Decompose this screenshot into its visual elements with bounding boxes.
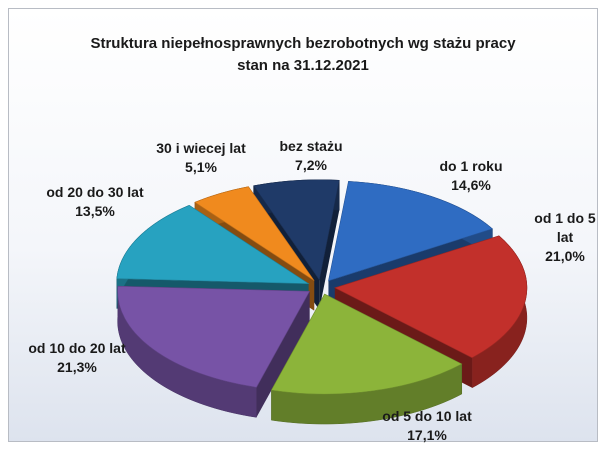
chart-subtitle: stan na 31.12.2021 bbox=[237, 57, 369, 74]
label-value: 17,1% bbox=[407, 427, 447, 443]
label-category: do 1 roku bbox=[439, 158, 503, 174]
label-category: od 20 do 30 lat bbox=[46, 184, 144, 200]
slice-wall bbox=[319, 180, 340, 310]
slice bbox=[253, 179, 340, 281]
label-category: 30 i wiecej lat bbox=[156, 140, 246, 156]
slice-wall bbox=[256, 291, 310, 418]
data-label: do 1 roku 14,6% bbox=[426, 157, 516, 195]
data-label: bez stażu 7,2% bbox=[266, 137, 356, 175]
data-label: 30 i wiecej lat 5,1% bbox=[136, 139, 266, 177]
data-label: od 1 do 5 lat 21,0% bbox=[530, 209, 600, 266]
label-value: 7,2% bbox=[295, 157, 327, 173]
label-value: 5,1% bbox=[185, 159, 217, 175]
slice bbox=[270, 293, 463, 395]
data-label: od 20 do 30 lat 13,5% bbox=[30, 183, 160, 221]
label-value: 14,6% bbox=[451, 177, 491, 193]
data-label: od 10 do 20 lat 21,3% bbox=[12, 339, 142, 377]
slice bbox=[328, 181, 494, 282]
slice bbox=[334, 235, 528, 359]
label-value: 21,3% bbox=[57, 359, 97, 375]
slice bbox=[116, 204, 310, 284]
label-category: od 1 do 5 lat bbox=[534, 210, 596, 245]
label-value: 21,0% bbox=[545, 248, 585, 264]
slice bbox=[194, 186, 315, 281]
chart-title: Struktura niepełnosprawnych bezrobotnych… bbox=[90, 35, 516, 52]
label-category: od 10 do 20 lat bbox=[28, 340, 126, 356]
label-category: od 5 do 10 lat bbox=[382, 408, 472, 424]
chart: Struktura niepełnosprawnych bezrobotnych… bbox=[8, 8, 600, 445]
label-value: 13,5% bbox=[75, 203, 115, 219]
label-category: bez stażu bbox=[279, 138, 343, 154]
pie-area bbox=[116, 179, 528, 425]
slice bbox=[117, 285, 311, 388]
data-label: od 5 do 10 lat 17,1% bbox=[362, 407, 492, 445]
